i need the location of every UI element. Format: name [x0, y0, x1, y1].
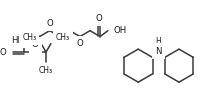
- Text: O: O: [32, 40, 39, 49]
- Text: CH₃: CH₃: [39, 66, 53, 75]
- Text: N: N: [155, 47, 162, 56]
- Text: H: H: [156, 37, 162, 46]
- Text: OH: OH: [114, 26, 127, 35]
- Text: O: O: [77, 39, 83, 48]
- Text: O: O: [46, 19, 53, 28]
- Text: CH₃: CH₃: [22, 33, 36, 42]
- Text: O: O: [0, 48, 6, 57]
- Text: CH₃: CH₃: [56, 33, 70, 42]
- Text: HN: HN: [11, 36, 24, 45]
- Text: O: O: [96, 14, 103, 23]
